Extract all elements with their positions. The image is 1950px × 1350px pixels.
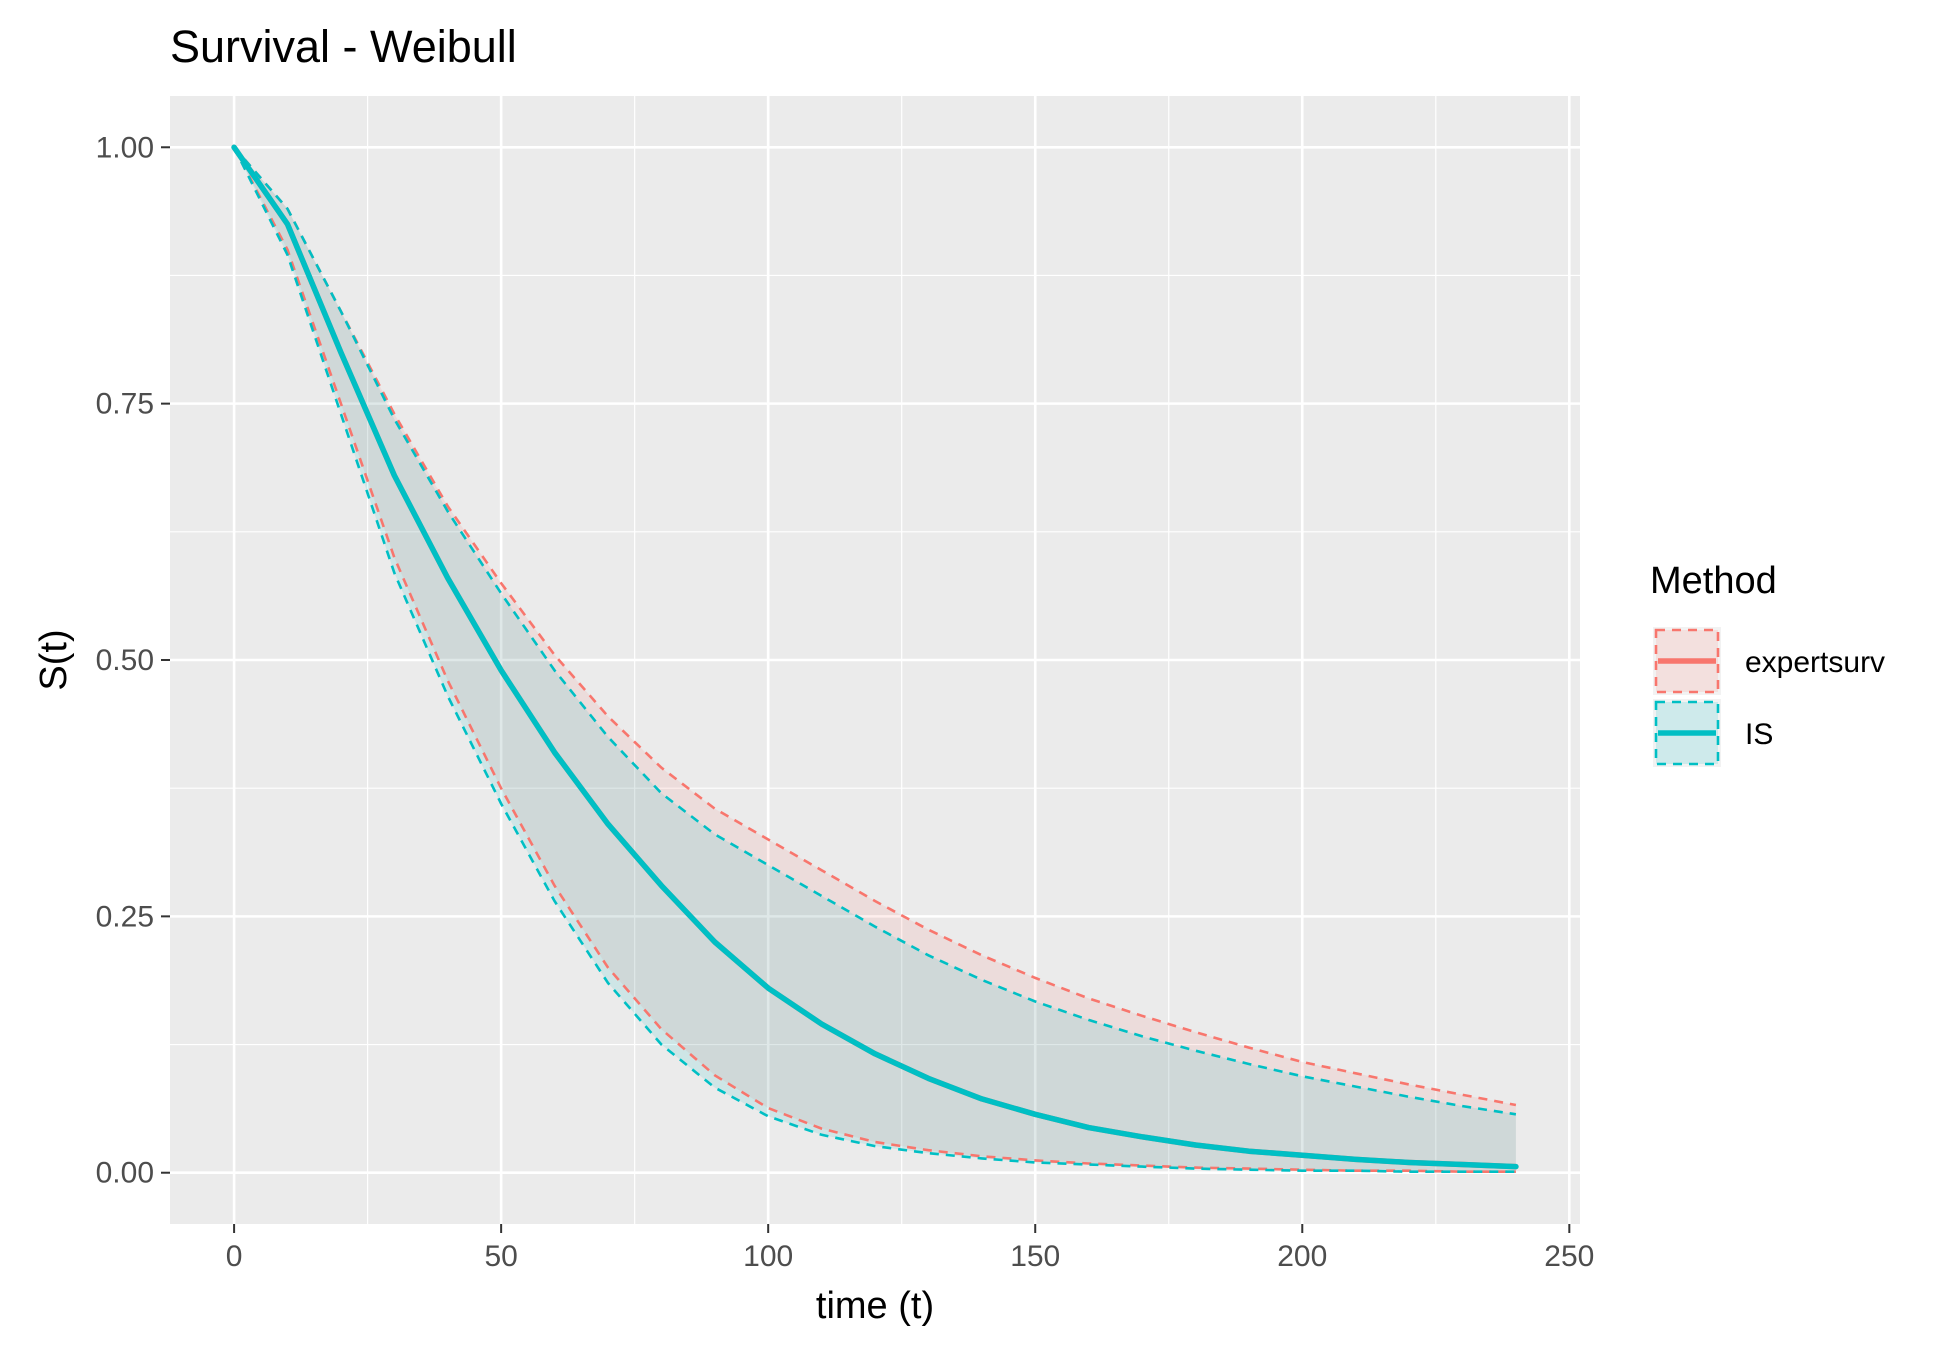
grid-layer: [170, 96, 1580, 1224]
legend-item-IS: IS: [1653, 699, 1773, 767]
y-tick-label: 0.25: [96, 900, 154, 933]
confidence-band-expertsurv: [234, 147, 1516, 1172]
lower-bound-line-IS: [232, 146, 1516, 1173]
legend-label: expertsurv: [1745, 646, 1885, 679]
x-tick-label: 50: [484, 1240, 517, 1273]
y-tick-label: 1.00: [96, 131, 154, 164]
x-tick-label: 250: [1544, 1240, 1594, 1273]
upper-bound-line-IS: [233, 146, 1517, 1116]
x-tick-label: 100: [743, 1240, 793, 1273]
band-layer: [232, 146, 1517, 1173]
line-layer: [231, 144, 1519, 1170]
legend-label: IS: [1745, 718, 1773, 751]
y-tick-label: 0.50: [96, 644, 154, 677]
x-tick-label: 0: [226, 1240, 243, 1273]
legend-title: Method: [1650, 560, 1777, 602]
y-tick-label: 0.75: [96, 388, 154, 421]
axis-layer: 0 50 100 150 200 250 0.00 0.25 0.50 0.75 1.00: [96, 131, 1595, 1273]
legend-item-expertsurv: expertsurv: [1653, 627, 1885, 695]
x-axis-title: time (t): [816, 1285, 934, 1327]
legend: Method expertsurv IS: [1650, 560, 1885, 767]
y-tick-label: 0.00: [96, 1157, 154, 1190]
upper-bound-line-expertsurv: [233, 146, 1517, 1107]
confidence-band-IS: [234, 147, 1516, 1172]
legend-items: expertsurv IS: [1653, 627, 1885, 767]
x-tick-label: 150: [1010, 1240, 1060, 1273]
y-axis-title: S(t): [33, 629, 75, 690]
x-tick-label: 200: [1277, 1240, 1327, 1273]
estimate-line-IS: [231, 144, 1519, 1170]
chart-title: Survival - Weibull: [170, 21, 517, 72]
